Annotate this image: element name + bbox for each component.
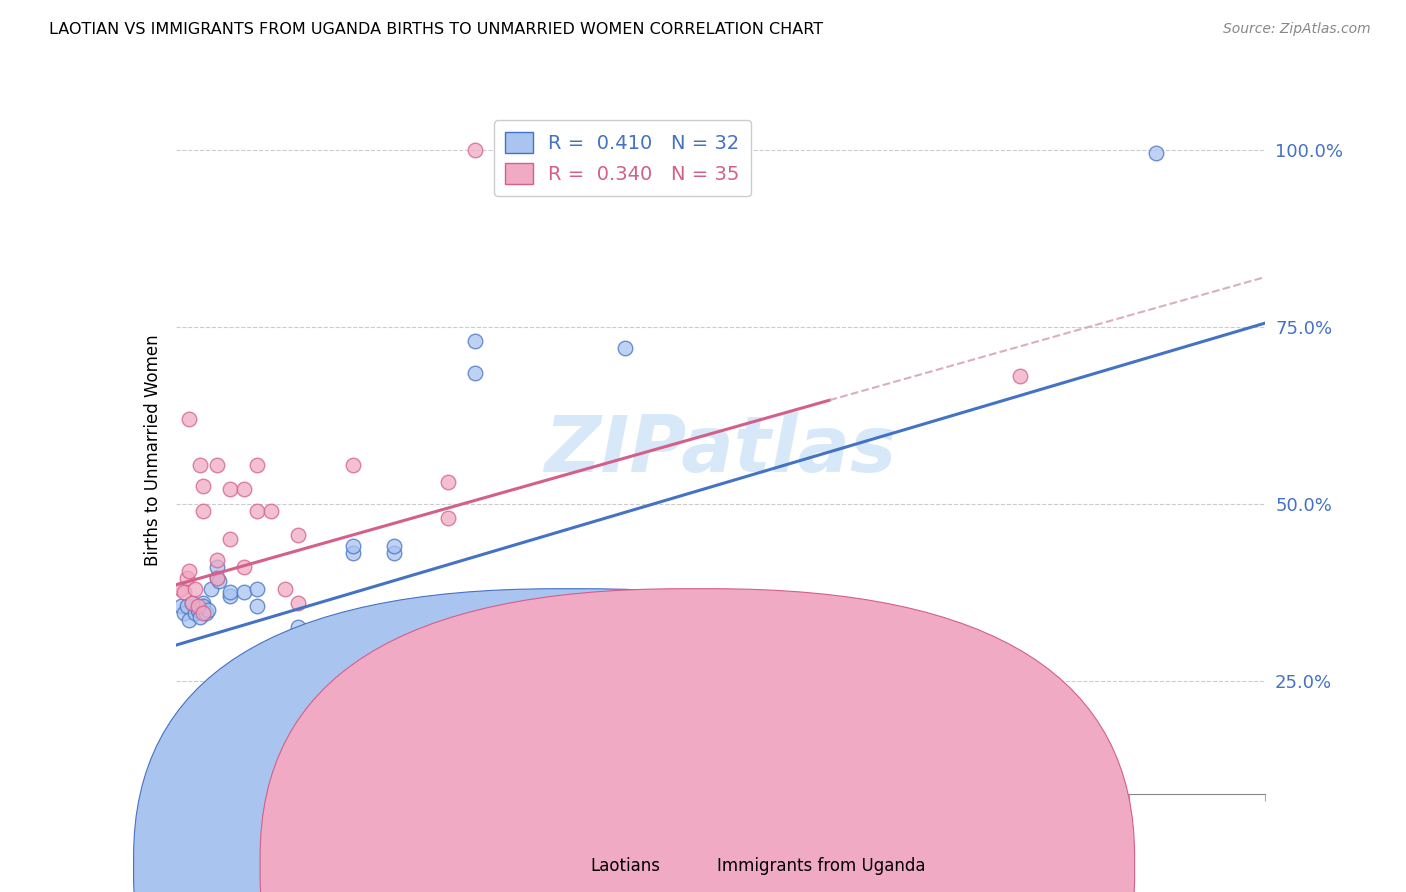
- Point: [246, 503, 269, 517]
- Point: [382, 546, 405, 560]
- Point: [170, 599, 193, 614]
- Point: [232, 560, 254, 574]
- Point: [260, 503, 283, 517]
- Point: [437, 475, 460, 490]
- Point: [464, 143, 486, 157]
- Point: [382, 539, 405, 553]
- Point: [181, 596, 204, 610]
- Point: [191, 599, 214, 614]
- Point: [287, 620, 309, 634]
- Text: LAOTIAN VS IMMIGRANTS FROM UGANDA BIRTHS TO UNMARRIED WOMEN CORRELATION CHART: LAOTIAN VS IMMIGRANTS FROM UGANDA BIRTHS…: [49, 22, 824, 37]
- Point: [197, 603, 219, 617]
- Point: [342, 539, 364, 553]
- Point: [437, 510, 460, 524]
- Point: [179, 614, 201, 628]
- Point: [246, 582, 269, 596]
- Point: [232, 585, 254, 599]
- Point: [184, 607, 207, 621]
- Point: [205, 458, 228, 472]
- Point: [464, 366, 486, 380]
- Point: [219, 532, 242, 546]
- Point: [186, 603, 209, 617]
- Point: [710, 688, 733, 702]
- Point: [219, 483, 242, 497]
- Point: [287, 528, 309, 542]
- Point: [191, 503, 214, 517]
- Point: [205, 571, 228, 585]
- Legend: R =  0.410   N = 32, R =  0.340   N = 35: R = 0.410 N = 32, R = 0.340 N = 35: [494, 120, 751, 195]
- Point: [176, 571, 198, 585]
- Text: Immigrants from Uganda: Immigrants from Uganda: [717, 857, 925, 875]
- Point: [219, 589, 242, 603]
- Point: [274, 641, 297, 656]
- Point: [342, 546, 364, 560]
- Point: [194, 607, 217, 621]
- Point: [600, 607, 623, 621]
- Point: [246, 458, 269, 472]
- Text: Source: ZipAtlas.com: Source: ZipAtlas.com: [1223, 22, 1371, 37]
- Point: [205, 571, 228, 585]
- Point: [208, 574, 231, 589]
- Point: [1144, 146, 1167, 161]
- Point: [186, 599, 209, 614]
- Point: [191, 596, 214, 610]
- Point: [1050, 747, 1073, 762]
- Point: [181, 596, 204, 610]
- Point: [176, 599, 198, 614]
- Point: [205, 553, 228, 567]
- Point: [200, 582, 222, 596]
- Point: [1010, 369, 1032, 384]
- Point: [941, 695, 963, 709]
- Point: [170, 582, 193, 596]
- Point: [505, 659, 527, 673]
- Point: [342, 458, 364, 472]
- Point: [205, 560, 228, 574]
- Point: [368, 631, 391, 645]
- Text: 0.0%: 0.0%: [176, 822, 218, 839]
- Point: [179, 411, 201, 425]
- Point: [173, 585, 195, 599]
- Point: [219, 585, 242, 599]
- Point: [246, 599, 269, 614]
- Point: [188, 458, 211, 472]
- Point: [184, 582, 207, 596]
- Point: [574, 677, 596, 691]
- Point: [173, 607, 195, 621]
- Text: ZIPatlas: ZIPatlas: [544, 412, 897, 489]
- Point: [505, 616, 527, 631]
- Point: [191, 607, 214, 621]
- Point: [191, 479, 214, 493]
- Point: [179, 564, 201, 578]
- Point: [188, 610, 211, 624]
- Point: [464, 334, 486, 348]
- Y-axis label: Births to Unmarried Women: Births to Unmarried Women: [143, 334, 162, 566]
- Point: [274, 582, 297, 596]
- Point: [941, 652, 963, 666]
- Point: [274, 730, 297, 744]
- Point: [614, 341, 637, 355]
- Text: Laotians: Laotians: [591, 857, 661, 875]
- Point: [232, 483, 254, 497]
- Point: [287, 596, 309, 610]
